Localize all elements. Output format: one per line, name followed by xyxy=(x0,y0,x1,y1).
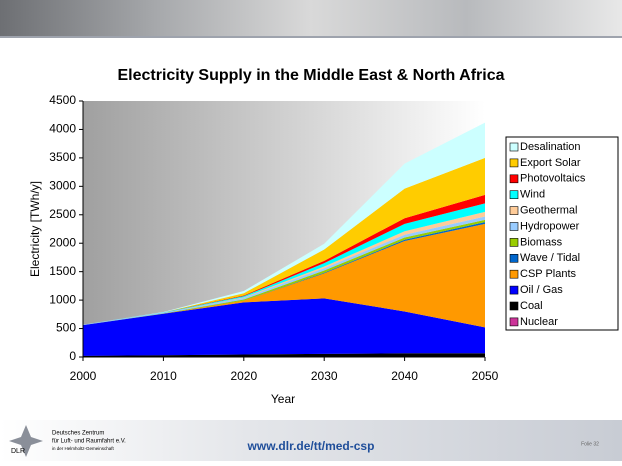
x-tick-label: 2000 xyxy=(70,369,97,383)
legend-label: Oil / Gas xyxy=(520,284,563,296)
legend-label: Wind xyxy=(520,189,545,201)
url[interactable]: www.dlr.de/tt/med-csp xyxy=(247,439,375,453)
legend-swatch xyxy=(510,175,518,183)
logo-text: DLR xyxy=(11,448,25,455)
y-tick-label: 1500 xyxy=(49,264,76,278)
legend-swatch xyxy=(510,191,518,199)
legend-swatch xyxy=(510,159,518,167)
y-tick-label: 3500 xyxy=(49,150,76,164)
legend-label: Wave / Tidal xyxy=(520,252,580,264)
y-tick-label: 3000 xyxy=(49,179,76,193)
legend-swatch xyxy=(510,238,518,246)
legend-swatch xyxy=(510,270,518,278)
x-tick-label: 2050 xyxy=(472,369,499,383)
legend-label: Biomass xyxy=(520,236,563,248)
x-tick-label: 2010 xyxy=(150,369,177,383)
chart-title: Electricity Supply in the Middle East & … xyxy=(117,67,504,84)
header-rule xyxy=(0,36,622,38)
y-tick-label: 500 xyxy=(56,321,76,335)
y-tick-label: 4500 xyxy=(49,93,76,107)
legend-swatch xyxy=(510,223,518,231)
y-tick-label: 2000 xyxy=(49,235,76,249)
legend-label: Geothermal xyxy=(520,205,577,217)
y-tick-label: 0 xyxy=(69,349,76,363)
slide-number: Folie 32 xyxy=(581,441,599,447)
legend-label: CSP Plants xyxy=(520,268,577,280)
legend-label: Hydropower xyxy=(520,220,580,232)
legend-label: Desalination xyxy=(520,141,581,153)
legend-swatch xyxy=(510,143,518,151)
legend-label: Export Solar xyxy=(520,157,581,169)
legend-swatch xyxy=(510,207,518,215)
legend-swatch xyxy=(510,318,518,326)
legend-swatch xyxy=(510,286,518,294)
legend-label: Photovoltaics xyxy=(520,173,586,185)
x-tick-label: 2040 xyxy=(391,369,418,383)
legend-label: Nuclear xyxy=(520,316,558,328)
x-axis-label: Year xyxy=(271,392,295,406)
y-tick-label: 4000 xyxy=(49,122,76,136)
x-tick-label: 2020 xyxy=(230,369,257,383)
org-line: in der Helmholtz-Gemeinschaft xyxy=(52,446,115,451)
x-tick-label: 2030 xyxy=(311,369,338,383)
y-axis-label: Electricity [TWh/y] xyxy=(28,181,42,277)
legend-swatch xyxy=(510,254,518,262)
y-tick-label: 1000 xyxy=(49,292,76,306)
y-tick-label: 2500 xyxy=(49,207,76,221)
org-line: für Luft- und Raumfahrt e.V. xyxy=(52,439,126,445)
header-band xyxy=(0,0,622,36)
legend-swatch xyxy=(510,302,518,310)
legend-label: Coal xyxy=(520,300,543,312)
org-line: Deutsches Zentrum xyxy=(52,431,104,437)
